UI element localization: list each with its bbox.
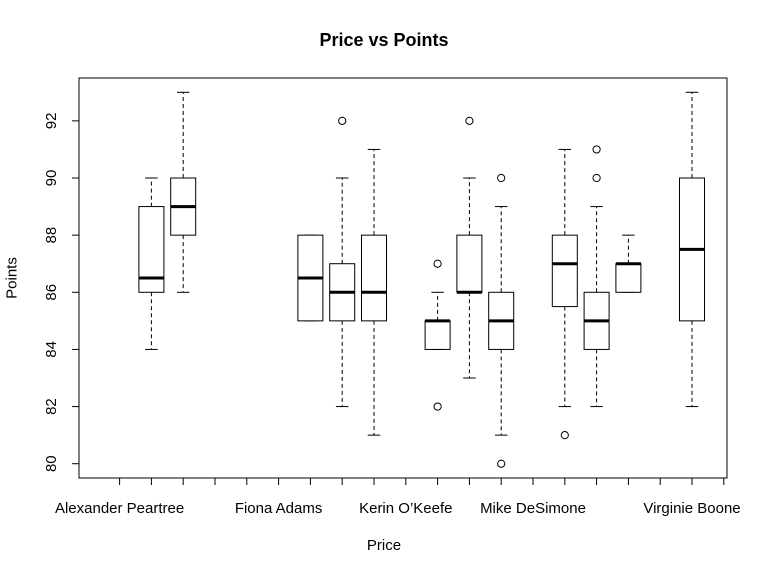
y-tick-label: 92: [43, 113, 60, 130]
outlier-point: [465, 116, 474, 125]
y-tick-label: 86: [43, 284, 60, 301]
x-tick-label: Alexander Peartree: [55, 500, 184, 517]
outlier-point: [433, 259, 442, 268]
plot-frame: [78, 77, 728, 479]
y-tick-label: 82: [43, 398, 60, 415]
x-tick-label: Kerin O’Keefe: [359, 500, 452, 517]
x-tick-label: Mike DeSimone: [480, 500, 586, 517]
outlier-point: [592, 173, 601, 183]
box-iqr: [456, 234, 483, 293]
x-axis-label: Price: [366, 537, 402, 554]
y-tick-label: 90: [43, 170, 60, 187]
outlier-point: [560, 431, 569, 440]
outlier-point: [497, 459, 506, 468]
outlier-point: [592, 145, 601, 154]
box-iqr: [551, 234, 578, 308]
box-iqr: [615, 263, 642, 293]
outlier-point: [433, 402, 442, 411]
outlier-point: [338, 116, 347, 125]
outlier-point: [497, 173, 506, 183]
x-tick-label: Virginie Boone: [643, 500, 740, 517]
y-tick-label: 88: [43, 227, 60, 244]
y-tick-label: 80: [43, 455, 60, 472]
x-tick-label: Fiona Adams: [235, 500, 323, 517]
y-tick-label: 84: [43, 341, 60, 358]
box-iqr: [361, 234, 387, 322]
box-iqr: [424, 320, 451, 350]
chart-title: Price vs Points: [319, 30, 449, 50]
